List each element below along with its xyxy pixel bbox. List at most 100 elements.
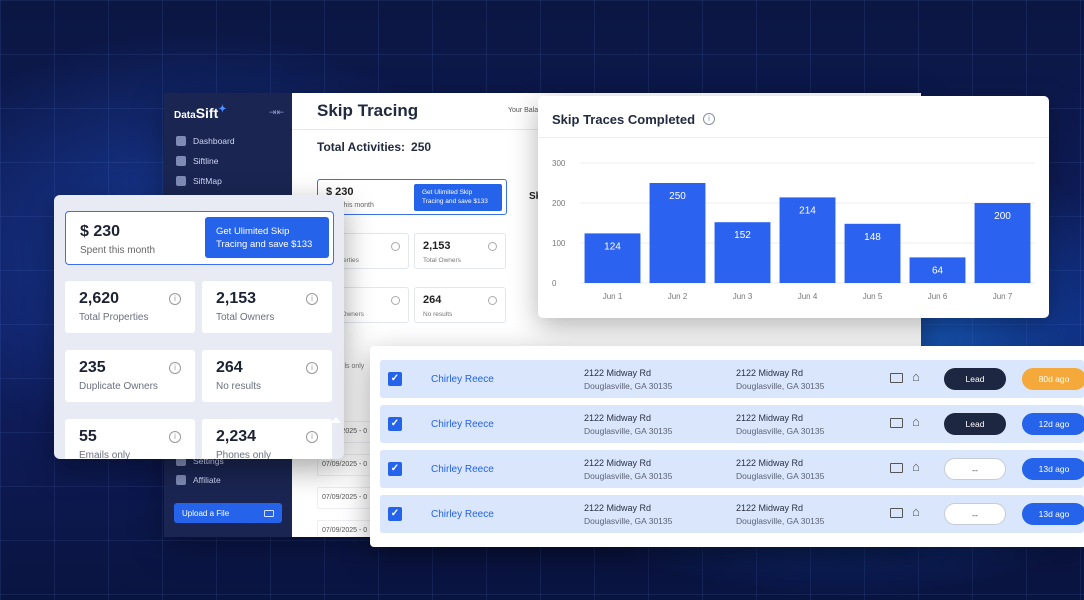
home-icon[interactable]: ⌂ bbox=[912, 504, 920, 519]
upload-file-button[interactable]: Upload a File bbox=[174, 503, 282, 523]
chart-title: Skip Traces Completed bbox=[552, 112, 696, 127]
sidebar-item-siftmap[interactable]: SiftMap bbox=[176, 173, 222, 189]
age-badge: 13d ago bbox=[1022, 458, 1084, 480]
status-pill[interactable]: -- bbox=[944, 503, 1006, 525]
mini-stat-label: icate Owners bbox=[326, 311, 364, 318]
mail-icon[interactable] bbox=[890, 373, 903, 383]
stat-value: 264 bbox=[216, 359, 243, 376]
y-tick-label: 0 bbox=[552, 279, 557, 288]
mailing-address-line2: Douglasville, GA 30135 bbox=[736, 516, 825, 526]
spark-icon: ✦ bbox=[218, 104, 227, 115]
data-label: 214 bbox=[799, 205, 816, 216]
stats-panel: $ 230 Spent this month Get Ulimited Skip… bbox=[54, 195, 344, 459]
home-icon[interactable]: ⌂ bbox=[912, 459, 920, 474]
chart-bar bbox=[974, 203, 1031, 283]
tooltip-caret bbox=[331, 417, 341, 423]
stat-value: 2,234 bbox=[216, 428, 257, 445]
stat-phones-only: 2,234 Phones only i bbox=[202, 419, 332, 459]
sidebar-item-dashboard[interactable]: Dashboard bbox=[176, 133, 235, 149]
emails-only-filter[interactable]: ails only bbox=[339, 363, 365, 370]
y-tick-label: 200 bbox=[552, 199, 566, 208]
map-icon bbox=[176, 176, 186, 186]
sidebar-item-affiliate[interactable]: Affiliate bbox=[176, 472, 221, 488]
x-tick-label: Jun 5 bbox=[863, 292, 883, 301]
mini-stat-label: Total Owners bbox=[423, 257, 461, 264]
data-label: 148 bbox=[864, 232, 881, 243]
row-checkbox[interactable]: ✓ bbox=[388, 417, 402, 431]
stat-no-results: 264 No results i bbox=[202, 350, 332, 402]
stat-label: Total Owners bbox=[216, 312, 275, 323]
x-tick-label: Jun 1 bbox=[603, 292, 623, 301]
chart-bar bbox=[714, 222, 771, 283]
info-icon[interactable]: i bbox=[169, 362, 181, 374]
mail-icon[interactable] bbox=[890, 418, 903, 428]
home-icon[interactable]: ⌂ bbox=[912, 414, 920, 429]
mailing-address-line1: 2122 Midway Rd bbox=[736, 413, 804, 423]
owner-name-link[interactable]: Chirley Reece bbox=[431, 419, 494, 430]
collapse-sidebar-icon[interactable]: ⇥⇤ bbox=[268, 107, 284, 117]
row-checkbox[interactable]: ✓ bbox=[388, 507, 402, 521]
status-pill[interactable]: -- bbox=[944, 458, 1006, 480]
brand-logo[interactable]: DataSift✦ bbox=[174, 104, 227, 121]
chart-bar bbox=[844, 223, 901, 283]
sidebar-item-settings[interactable]: Settings bbox=[176, 453, 224, 469]
upgrade-button[interactable]: Get Ulimited Skip Tracing and save $133 bbox=[205, 217, 329, 258]
status-pill[interactable]: Lead bbox=[944, 413, 1006, 435]
table-row[interactable]: ✓ Chirley Reece 2122 Midway Rd Douglasvi… bbox=[380, 405, 1084, 443]
owner-name-link[interactable]: Chirley Reece bbox=[431, 509, 494, 520]
info-icon[interactable] bbox=[488, 296, 497, 305]
chart-bar bbox=[779, 197, 836, 283]
grid-icon bbox=[176, 156, 186, 166]
info-icon[interactable]: i bbox=[306, 362, 318, 374]
data-label: 64 bbox=[932, 265, 944, 276]
x-tick-label: Jun 2 bbox=[668, 292, 688, 301]
info-icon[interactable]: i bbox=[169, 431, 181, 443]
home-icon[interactable]: ⌂ bbox=[912, 369, 920, 384]
mini-stat-card: 264 No results bbox=[414, 287, 506, 323]
info-icon[interactable] bbox=[391, 242, 400, 251]
property-address-line1: 2122 Midway Rd bbox=[584, 368, 652, 378]
spent-card: $ 230 Spent this month Get Ulimited Skip… bbox=[65, 211, 334, 265]
data-label: 124 bbox=[604, 241, 621, 252]
info-icon[interactable] bbox=[391, 296, 400, 305]
chart-bar bbox=[584, 233, 641, 283]
mail-icon[interactable] bbox=[890, 463, 903, 473]
status-pill[interactable]: Lead bbox=[944, 368, 1006, 390]
data-label: 152 bbox=[734, 230, 751, 241]
sidebar-item-label: Affiliate bbox=[193, 475, 221, 485]
info-icon[interactable]: i bbox=[306, 293, 318, 305]
table-row[interactable]: ✓ Chirley Reece 2122 Midway Rd Douglasvi… bbox=[380, 450, 1084, 488]
dashboard-icon bbox=[176, 136, 186, 146]
stat-total-owners: 2,153 Total Owners i bbox=[202, 281, 332, 333]
chart-header-partial: Sk bbox=[529, 191, 542, 202]
x-tick-label: Jun 3 bbox=[733, 292, 753, 301]
info-icon[interactable] bbox=[488, 242, 497, 251]
property-address-line2: Douglasville, GA 30135 bbox=[584, 516, 673, 526]
owner-name-link[interactable]: Chirley Reece bbox=[431, 464, 494, 475]
row-checkbox[interactable]: ✓ bbox=[388, 462, 402, 476]
bar-chart: 0 100 200 300 124 Jun 1 250 Jun 2 152 Jun 3 214 Jun… bbox=[552, 159, 1035, 301]
data-label: 200 bbox=[994, 211, 1011, 222]
info-icon[interactable]: i bbox=[169, 293, 181, 305]
total-activities-value: 250 bbox=[411, 140, 432, 154]
mini-stat-label: No results bbox=[423, 311, 453, 318]
owner-name-link[interactable]: Chirley Reece bbox=[431, 374, 494, 385]
table-row[interactable]: ✓ Chirley Reece 2122 Midway Rd Douglasvi… bbox=[380, 495, 1084, 533]
total-activities-label: Total Activities: bbox=[317, 140, 406, 154]
mini-upgrade-button[interactable]: Get Ulimited Skip Tracing and save $133 bbox=[414, 184, 502, 211]
balance-label: Your Bala bbox=[508, 107, 539, 114]
stat-total-properties: 2,620 Total Properties i bbox=[65, 281, 195, 333]
mini-spent-card: $ 230 pent this month Get Ulimited Skip … bbox=[317, 179, 507, 215]
mail-icon[interactable] bbox=[890, 508, 903, 518]
stat-value: 55 bbox=[79, 428, 97, 445]
sidebar-item-label: Settings bbox=[193, 456, 224, 466]
age-badge: 80d ago bbox=[1022, 368, 1084, 390]
stat-label: Emails only bbox=[79, 450, 131, 459]
sidebar-item-siftline[interactable]: Siftline bbox=[176, 153, 219, 169]
info-icon[interactable]: i bbox=[306, 431, 318, 443]
info-icon[interactable]: i bbox=[703, 113, 715, 125]
table-row[interactable]: ✓ Chirley Reece 2122 Midway Rd Douglasvi… bbox=[380, 360, 1084, 398]
row-checkbox[interactable]: ✓ bbox=[388, 372, 402, 386]
chart-bar bbox=[909, 257, 966, 283]
property-address-line1: 2122 Midway Rd bbox=[584, 413, 652, 423]
